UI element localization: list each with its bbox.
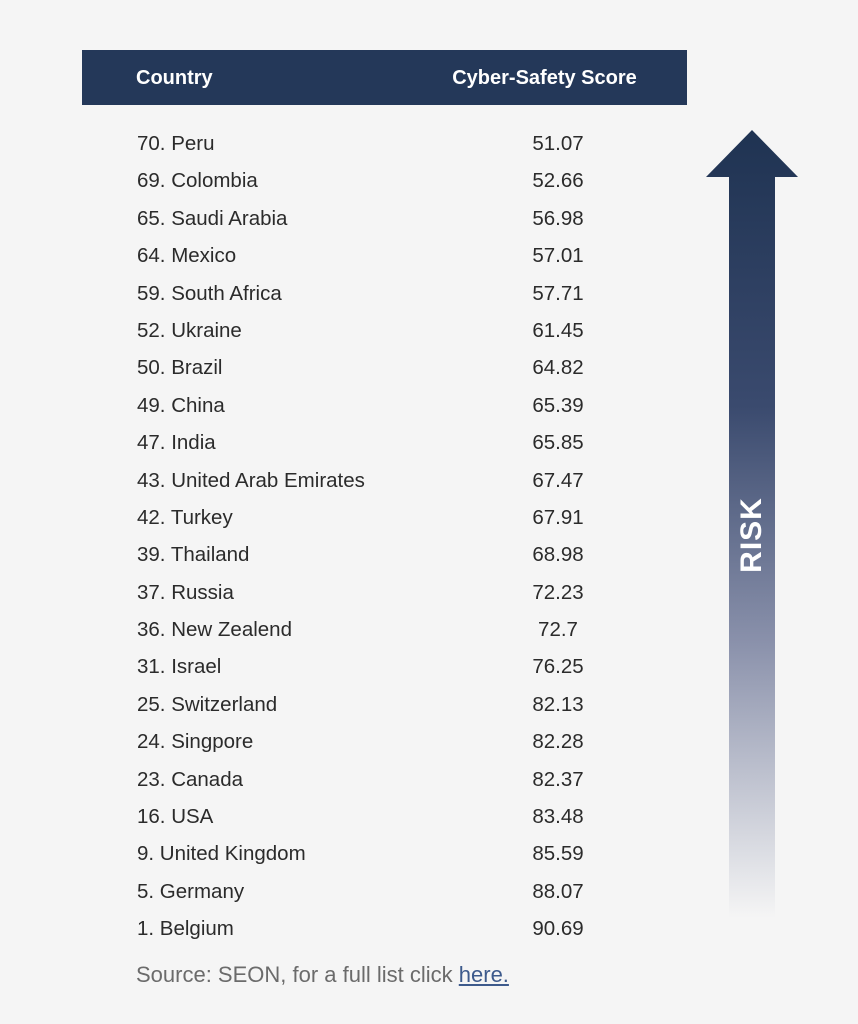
source-text: Source: SEON, for a full list click [136, 962, 459, 987]
table-row: 36. New Zealend 72.7 [0, 611, 700, 648]
table-row: 31. Israel 76.25 [0, 648, 700, 685]
row-country: 52. Ukraine [137, 318, 242, 342]
row-country: 70. Peru [137, 132, 215, 155]
table-row: 69. Colombia 52.66 [0, 162, 700, 199]
row-country: 24. Singpore [137, 730, 254, 754]
row-country: 9. United Kingdom [137, 842, 306, 866]
table-row: 5. Germany 88.07 [0, 873, 700, 910]
table-row: 1. Belgium 90.69 [0, 910, 700, 947]
row-score: 65.85 [532, 431, 584, 455]
row-score: 76.25 [532, 655, 584, 679]
row-country: 59. South Africa [137, 281, 282, 305]
source-note: Source: SEON, for a full list click here… [136, 962, 509, 988]
row-country: 5. Germany [137, 879, 245, 903]
table-row: 50. Brazil 64.82 [0, 349, 700, 386]
row-country: 49. China [137, 393, 225, 417]
row-score: 67.91 [532, 505, 584, 529]
table-row: 16. USA 83.48 [0, 798, 700, 835]
row-country: 50. Brazil [137, 356, 223, 380]
row-score: 67.47 [532, 468, 584, 492]
table-row: 39. Thailand 68.98 [0, 536, 700, 573]
row-score: 61.45 [532, 318, 584, 342]
table-row: 43. United Arab Emirates 67.47 [0, 462, 700, 499]
row-country: 36. New Zealend [137, 618, 292, 642]
row-country: 43. United Arab Emirates [137, 468, 365, 492]
risk-arrow-icon [706, 130, 798, 918]
row-country: 47. India [137, 431, 216, 455]
table-body: 70. Peru 51.07 69. Colombia 52.66 65. Saudi … [0, 125, 700, 948]
table-row: 64. Mexico 57.01 [0, 237, 700, 274]
row-score: 51.07 [532, 132, 584, 155]
table-row: 24. Singpore 82.28 [0, 723, 700, 760]
row-score: 65.39 [532, 393, 584, 417]
row-score: 88.07 [532, 879, 584, 903]
table-row: 52. Ukraine 61.45 [0, 312, 700, 349]
row-score: 57.01 [532, 244, 584, 268]
row-country: 64. Mexico [137, 244, 237, 268]
row-country: 39. Thailand [137, 543, 250, 567]
row-country: 23. Canada [137, 767, 244, 791]
table-row: 9. United Kingdom 85.59 [0, 835, 700, 872]
row-score: 72.23 [532, 580, 584, 604]
header-country: Country [136, 67, 213, 89]
source-link[interactable]: here. [458, 962, 509, 987]
row-country: 16. USA [137, 805, 214, 829]
row-score: 56.98 [532, 206, 584, 230]
table-row: 42. Turkey 67.91 [0, 499, 700, 536]
risk-arrow [700, 128, 804, 918]
table-row: 65. Saudi Arabia 56.98 [0, 200, 700, 237]
table-header: Country Cyber-Safety Score [82, 50, 687, 105]
row-country: 69. Colombia [137, 169, 258, 193]
row-score: 57.71 [532, 281, 584, 305]
table-row: 59. South Africa 57.71 [0, 275, 700, 312]
table-row: 47. India 65.85 [0, 424, 700, 461]
row-country: 65. Saudi Arabia [137, 206, 288, 230]
table-row: 49. China 65.39 [0, 387, 700, 424]
row-score: 64.82 [532, 356, 584, 380]
row-score: 68.98 [532, 543, 584, 567]
row-score: 83.48 [532, 805, 584, 829]
table-row: 25. Switzerland 82.13 [0, 686, 700, 723]
table-row: 23. Canada 82.37 [0, 761, 700, 798]
header-score: Cyber-Safety Score [452, 67, 637, 89]
row-score: 90.69 [532, 917, 584, 941]
row-country: 25. Switzerland [137, 692, 278, 716]
row-score: 82.13 [532, 692, 584, 716]
row-country: 42. Turkey [137, 505, 233, 529]
row-country: 31. Israel [137, 655, 222, 679]
row-score: 52.66 [532, 169, 584, 193]
row-country: 37. Russia [137, 580, 234, 604]
table-row: 37. Russia 72.23 [0, 574, 700, 611]
table-row: 70. Peru 51.07 [0, 125, 700, 162]
row-country: 1. Belgium [137, 917, 234, 941]
row-score: 85.59 [532, 842, 584, 866]
row-score: 72.7 [538, 618, 578, 642]
row-score: 82.28 [532, 730, 584, 754]
risk-label: RISK [735, 497, 768, 573]
row-score: 82.37 [532, 767, 584, 791]
